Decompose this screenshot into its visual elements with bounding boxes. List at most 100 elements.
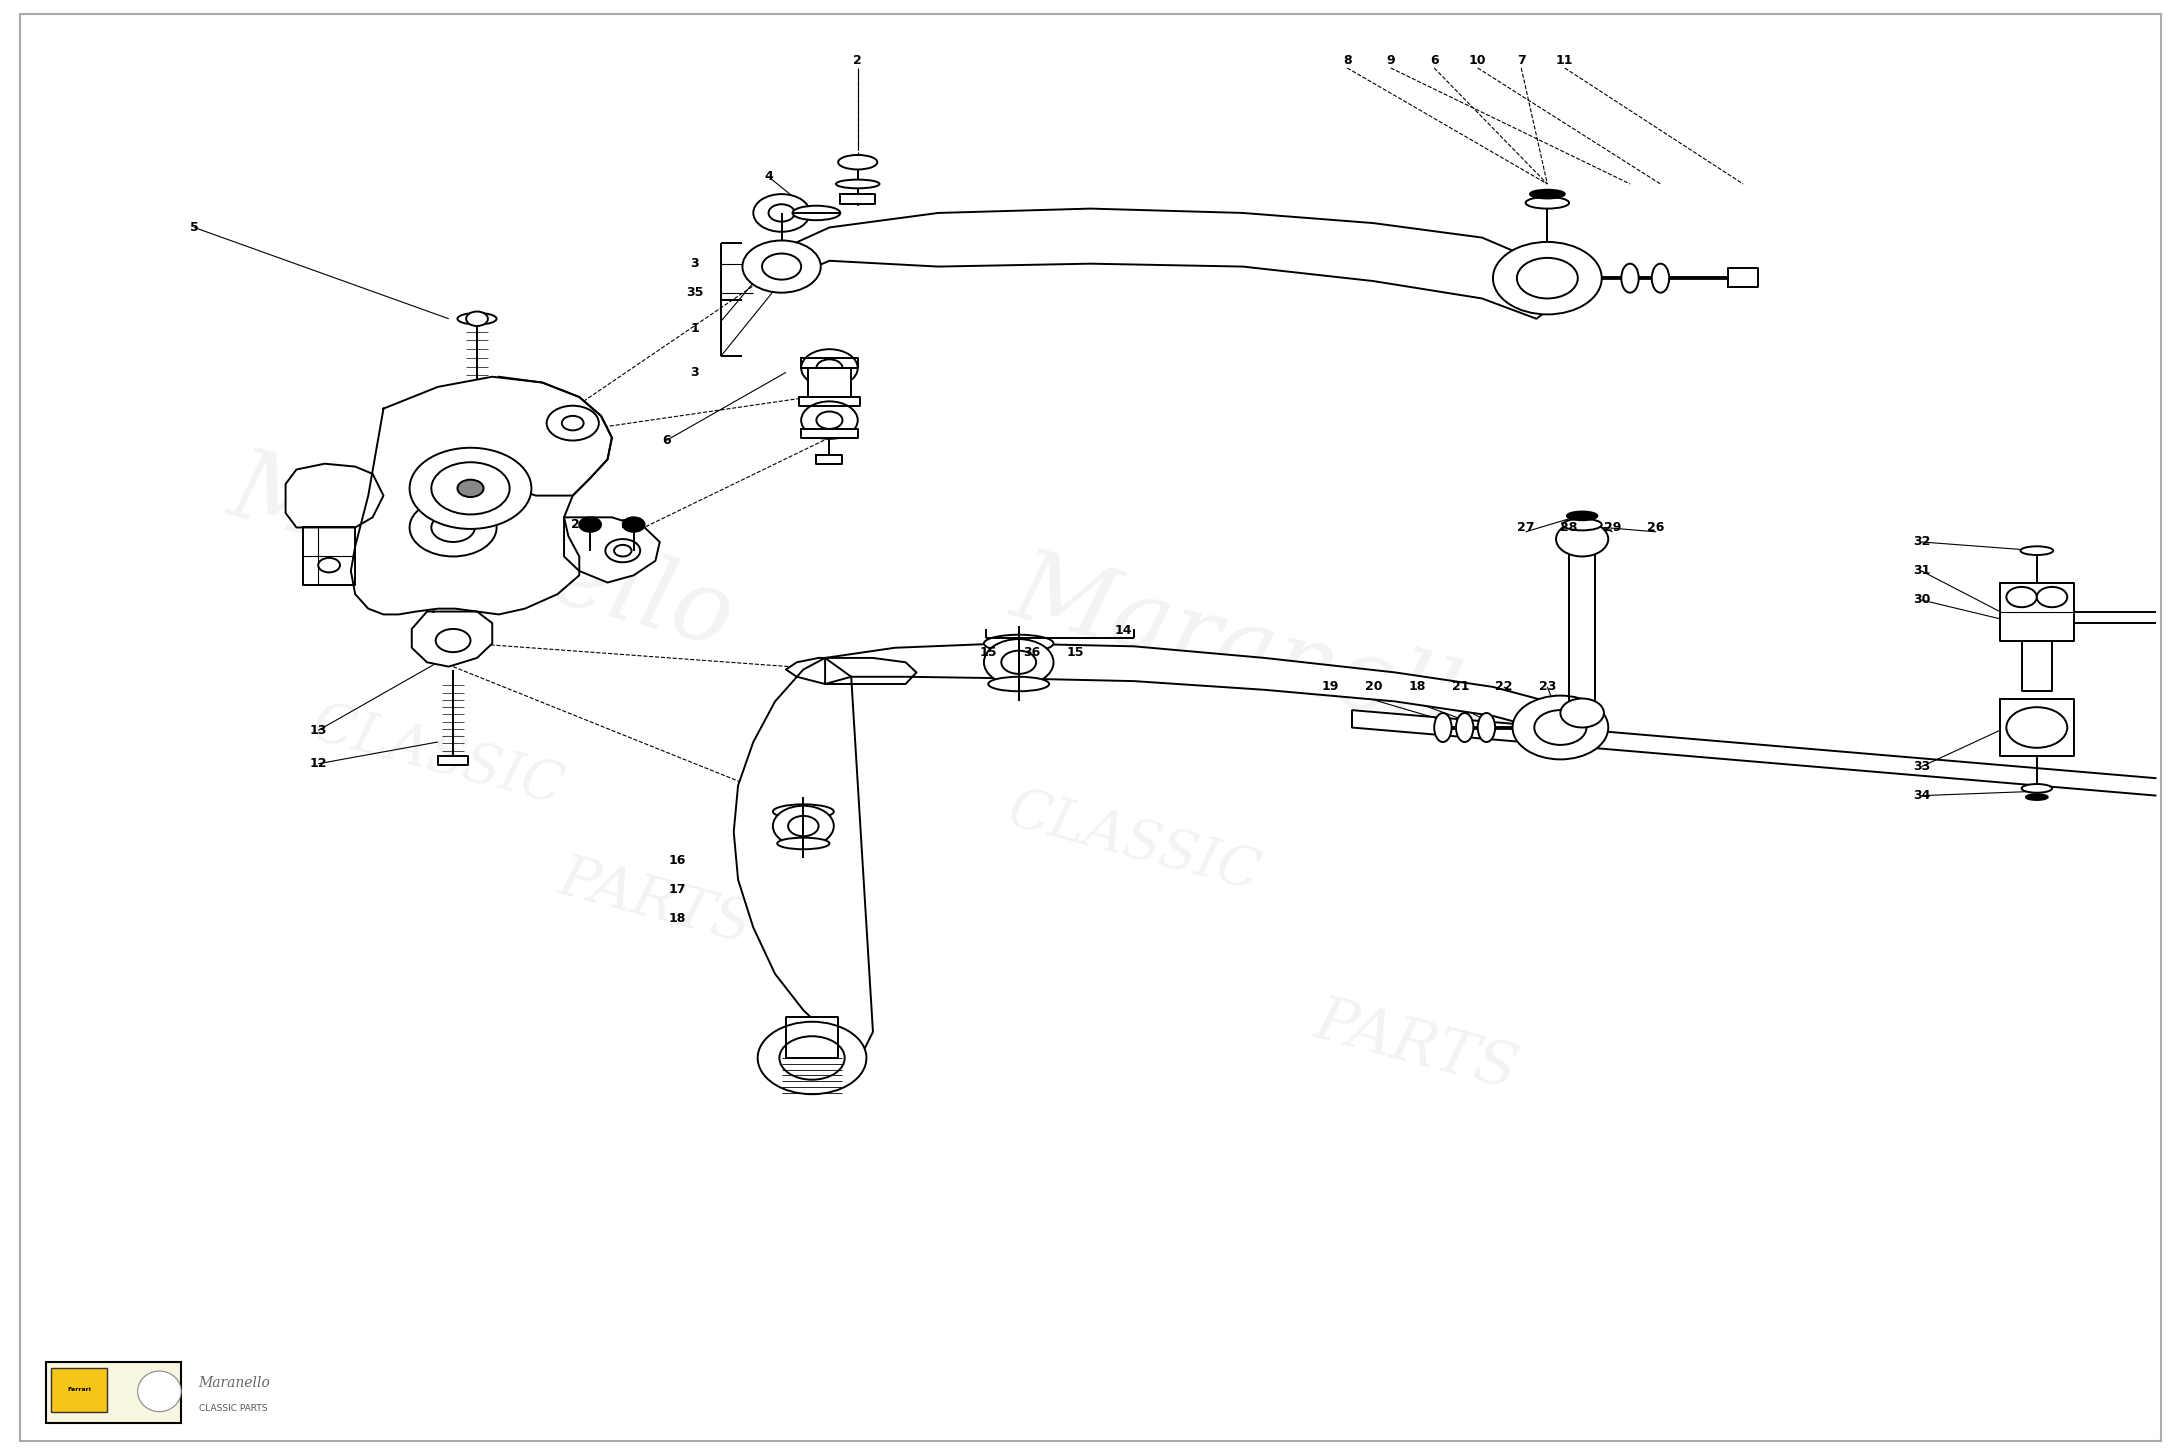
Ellipse shape: [2020, 546, 2052, 554]
Text: 26: 26: [1647, 521, 1664, 534]
Polygon shape: [785, 1017, 838, 1058]
Text: PARTS: PARTS: [552, 848, 759, 954]
Circle shape: [563, 416, 585, 431]
Text: CLASSIC: CLASSIC: [1001, 784, 1267, 904]
Text: 19: 19: [1322, 681, 1339, 694]
Text: 2: 2: [853, 54, 861, 67]
Circle shape: [772, 806, 833, 847]
Circle shape: [432, 463, 510, 515]
Polygon shape: [800, 358, 857, 368]
Text: 23: 23: [1538, 681, 1555, 694]
Text: 4: 4: [763, 170, 772, 183]
Text: 35: 35: [685, 287, 702, 300]
Circle shape: [318, 557, 340, 572]
Ellipse shape: [2026, 794, 2048, 800]
Circle shape: [436, 629, 471, 652]
Text: 29: 29: [1603, 521, 1620, 534]
Ellipse shape: [1651, 263, 1668, 292]
Ellipse shape: [1435, 713, 1453, 742]
Text: 22: 22: [1496, 681, 1514, 694]
Circle shape: [2007, 707, 2068, 748]
Polygon shape: [824, 643, 1564, 742]
Ellipse shape: [835, 179, 879, 188]
Text: 28: 28: [1559, 521, 1577, 534]
Circle shape: [1559, 698, 1603, 728]
Text: 15: 15: [1067, 646, 1084, 659]
Text: 24: 24: [571, 518, 589, 531]
Text: 3: 3: [689, 365, 698, 378]
Text: 14: 14: [1114, 624, 1132, 637]
Ellipse shape: [1525, 196, 1568, 208]
Text: 30: 30: [1913, 594, 1930, 607]
Text: 16: 16: [670, 854, 685, 867]
Circle shape: [2037, 586, 2068, 607]
Ellipse shape: [458, 313, 497, 324]
Ellipse shape: [838, 156, 877, 169]
Text: 18: 18: [670, 912, 685, 925]
Circle shape: [615, 544, 632, 556]
Polygon shape: [781, 208, 1551, 319]
Circle shape: [779, 1036, 844, 1080]
Circle shape: [458, 480, 484, 498]
Circle shape: [742, 240, 820, 292]
Circle shape: [1555, 522, 1607, 556]
Circle shape: [606, 538, 641, 562]
Circle shape: [761, 253, 800, 279]
Polygon shape: [2000, 582, 2074, 640]
Polygon shape: [2022, 640, 2052, 691]
Polygon shape: [565, 518, 661, 582]
Text: PARTS: PARTS: [1309, 991, 1525, 1101]
Circle shape: [768, 204, 794, 221]
Text: 8: 8: [1343, 54, 1352, 67]
Ellipse shape: [2022, 784, 2052, 793]
Text: Ferrari: Ferrari: [68, 1388, 92, 1392]
Circle shape: [816, 412, 842, 429]
Text: 34: 34: [1913, 789, 1930, 802]
Ellipse shape: [1457, 713, 1474, 742]
Circle shape: [800, 402, 857, 439]
Text: Maranello: Maranello: [220, 441, 744, 666]
Circle shape: [467, 311, 489, 326]
Text: 7: 7: [1516, 54, 1527, 67]
Circle shape: [816, 359, 842, 377]
Text: 9: 9: [1387, 54, 1396, 67]
Text: 32: 32: [1913, 535, 1930, 549]
Ellipse shape: [988, 677, 1049, 691]
Text: 6: 6: [663, 434, 670, 447]
Text: 5: 5: [190, 221, 198, 234]
Text: 31: 31: [1913, 565, 1930, 578]
Text: 12: 12: [310, 757, 327, 770]
Ellipse shape: [772, 805, 833, 819]
Text: Maranello: Maranello: [1003, 543, 1527, 768]
Circle shape: [800, 349, 857, 387]
Polygon shape: [286, 464, 384, 528]
Circle shape: [580, 518, 602, 533]
Polygon shape: [1568, 538, 1594, 713]
Circle shape: [752, 194, 809, 231]
Text: 17: 17: [667, 883, 685, 896]
Ellipse shape: [792, 205, 840, 220]
Polygon shape: [798, 397, 859, 406]
Text: 15: 15: [979, 646, 997, 659]
Circle shape: [624, 518, 646, 533]
Circle shape: [2007, 586, 2037, 607]
Text: 10: 10: [1470, 54, 1487, 67]
Circle shape: [547, 406, 600, 441]
Polygon shape: [2000, 698, 2074, 757]
Text: Maranello: Maranello: [198, 1375, 270, 1390]
Polygon shape: [733, 658, 872, 1053]
Polygon shape: [807, 368, 851, 397]
Bar: [50, 1368, 107, 1411]
Circle shape: [757, 1021, 866, 1094]
Circle shape: [984, 639, 1053, 685]
Text: 33: 33: [1913, 760, 1930, 773]
Text: 36: 36: [1023, 646, 1040, 659]
Text: 27: 27: [1516, 521, 1535, 534]
Circle shape: [1514, 695, 1607, 760]
Circle shape: [432, 514, 475, 541]
Text: 25: 25: [622, 518, 639, 531]
Polygon shape: [785, 658, 916, 684]
Ellipse shape: [1479, 713, 1496, 742]
Circle shape: [1001, 650, 1036, 674]
Polygon shape: [478, 377, 613, 496]
